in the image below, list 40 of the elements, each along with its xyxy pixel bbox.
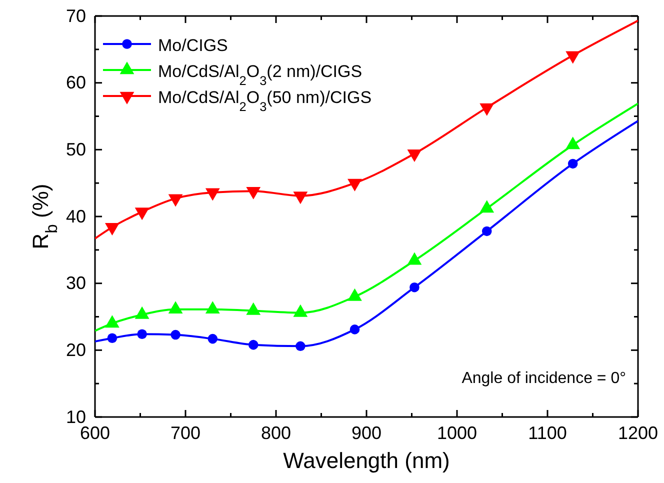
legend-key: Mo/CdS/Al$_{2}$O$_{3}$(2 nm)/CIGS — [103, 62, 362, 88]
legend-key: Mo/CIGS — [103, 36, 228, 55]
y-tick-label: 60 — [66, 72, 86, 93]
legend-label: Mo/CdS/Al$_{2}$O$_{3}$(2 nm)/CIGS — [158, 62, 362, 88]
point — [348, 178, 362, 192]
point — [566, 51, 580, 64]
point — [296, 341, 306, 352]
point — [107, 333, 118, 344]
point — [137, 329, 147, 340]
point — [410, 282, 420, 292]
point — [208, 334, 218, 344]
x-tick-label: 1000 — [436, 422, 478, 443]
point — [205, 188, 220, 201]
legend-label: Mo/CdS/Al$_{2}$O$_{3}$(50 nm)/CIGS — [158, 88, 372, 114]
point — [246, 186, 261, 200]
legend-key: Mo/CdS/Al$_{2}$O$_{3}$(50 nm)/CIGS — [103, 88, 372, 114]
line-series — [95, 20, 638, 240]
point — [134, 208, 150, 220]
point — [293, 192, 308, 204]
y-tick-label: 50 — [66, 139, 86, 160]
point — [480, 103, 494, 116]
y-tick-label: 70 — [66, 6, 86, 26]
point — [407, 150, 422, 162]
x-tick-label: 1200 — [618, 422, 658, 443]
point — [168, 194, 183, 207]
annotation: Angle of incidence = 0° — [462, 370, 626, 387]
x-tick-label: 1100 — [528, 422, 567, 443]
x-tick-label: 700 — [170, 422, 201, 443]
point — [482, 226, 492, 236]
point — [248, 340, 258, 350]
x-tick-label: 900 — [351, 422, 382, 443]
x-axis-title: Wavelength (nm) — [283, 448, 450, 473]
legend-label: Mo/CIGS — [158, 36, 228, 55]
y-tick-label: 20 — [66, 340, 86, 360]
point — [350, 324, 360, 334]
point — [104, 223, 120, 236]
y-tick-label: 40 — [66, 206, 86, 226]
point — [170, 330, 180, 340]
y-tick-label: 30 — [66, 273, 86, 294]
x-tick-label: 800 — [260, 422, 292, 443]
